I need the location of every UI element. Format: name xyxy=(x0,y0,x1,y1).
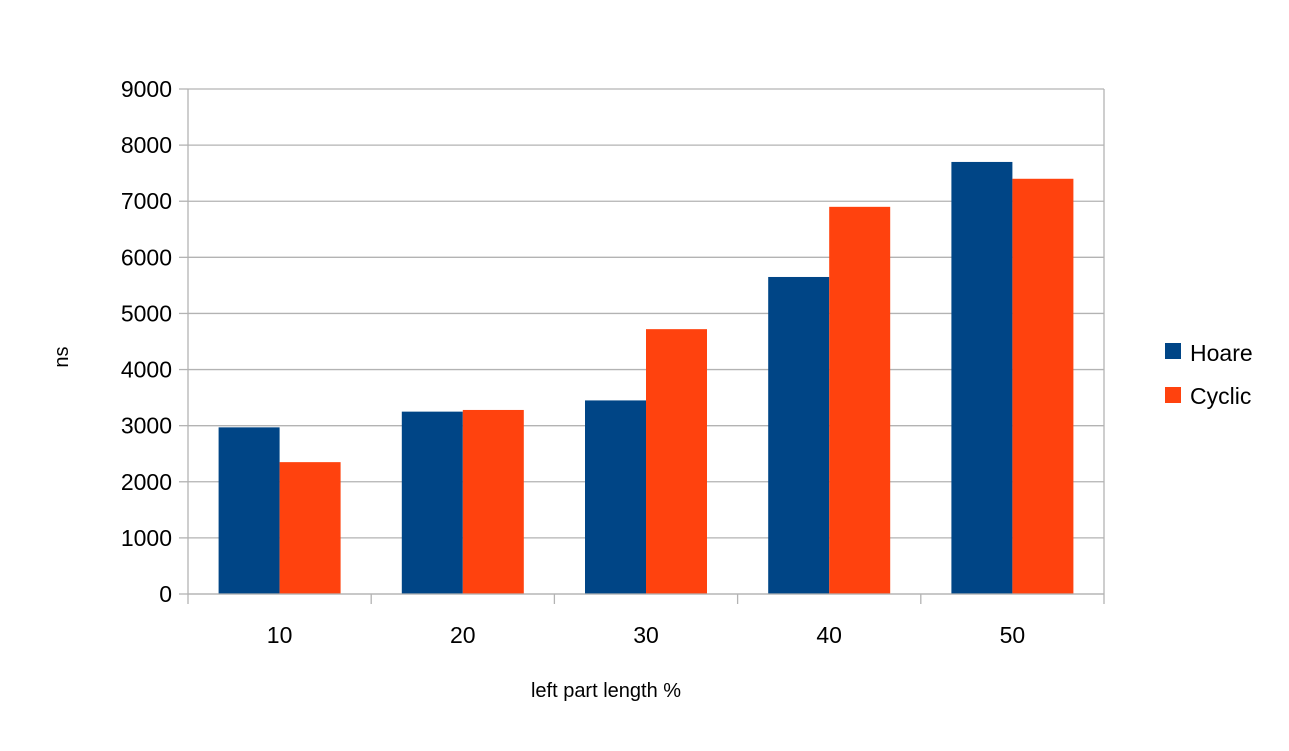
legend-label-cyclic: Cyclic xyxy=(1190,383,1251,409)
y-tick-label: 2000 xyxy=(121,469,172,495)
x-tick-label: 20 xyxy=(450,622,476,648)
axes xyxy=(179,88,1105,604)
x-tick-label: 30 xyxy=(633,622,659,648)
y-tick-label: 4000 xyxy=(121,357,172,383)
bar-cyclic-20 xyxy=(462,409,524,594)
bar-cyclic-50 xyxy=(1012,178,1074,594)
legend-label-hoare: Hoare xyxy=(1190,340,1253,366)
x-tick-label: 10 xyxy=(267,622,293,648)
y-tick-label: 7000 xyxy=(121,188,172,214)
y-tick-label: 6000 xyxy=(121,244,172,270)
x-tick-label: 50 xyxy=(1000,622,1026,648)
y-tick-labels: 0 1000 2000 3000 4000 5000 6000 7000 8000 9000 xyxy=(121,76,172,607)
y-tick-label: 1000 xyxy=(121,525,172,551)
y-tick-label: 9000 xyxy=(121,76,172,102)
y-axis-title: ns xyxy=(51,346,73,367)
bar-hoare-40 xyxy=(768,276,830,594)
x-tick-label: 40 xyxy=(816,622,842,648)
bar-hoare-10 xyxy=(218,427,280,594)
bar-cyclic-30 xyxy=(646,329,707,594)
bar-hoare-20 xyxy=(401,411,463,594)
bar-cyclic-10 xyxy=(279,462,341,594)
y-tick-label: 5000 xyxy=(121,300,172,326)
y-tick-label: 0 xyxy=(159,581,172,607)
x-axis-title: left part length % xyxy=(531,680,681,702)
y-tick-label: 3000 xyxy=(121,413,172,439)
x-tick-labels: 10 20 30 40 50 xyxy=(267,622,1025,648)
bar-cyclic-40 xyxy=(829,206,891,595)
legend-swatch-hoare xyxy=(1165,343,1181,359)
bars xyxy=(218,161,1074,595)
bar-hoare-30 xyxy=(585,400,646,594)
legend-swatch-cyclic xyxy=(1165,387,1181,403)
legend: Hoare Cyclic xyxy=(1165,340,1253,409)
bar-hoare-50 xyxy=(951,161,1013,594)
y-tick-label: 8000 xyxy=(121,132,172,158)
